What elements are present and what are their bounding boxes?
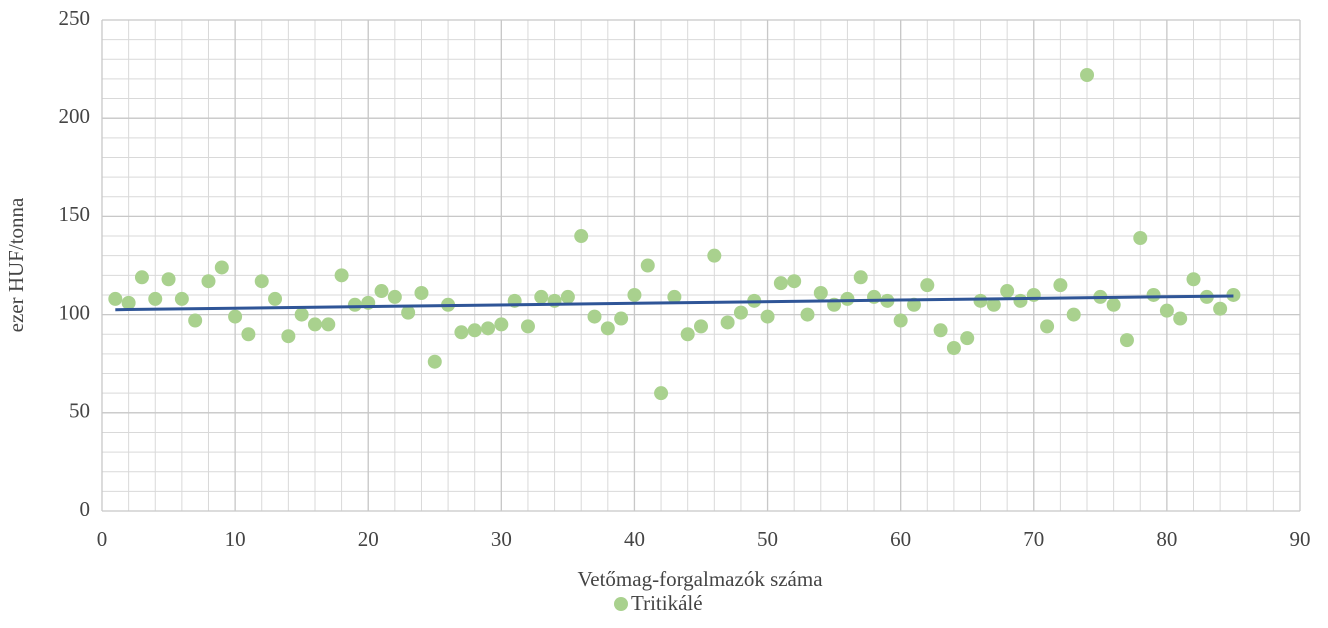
- point: [920, 278, 935, 293]
- y-tick-label: 200: [59, 104, 91, 128]
- point: [960, 331, 975, 346]
- point: [481, 321, 496, 336]
- point: [733, 305, 748, 320]
- point: [1133, 231, 1148, 246]
- point: [760, 309, 775, 324]
- point: [1053, 278, 1068, 293]
- x-tick-label: 60: [890, 527, 911, 551]
- x-axis-title: Vetőmag-forgalmazók száma: [577, 567, 823, 591]
- point: [108, 291, 123, 306]
- point: [600, 321, 615, 336]
- x-tick-label: 0: [97, 527, 108, 551]
- point: [148, 291, 163, 306]
- point: [347, 297, 362, 312]
- y-tick-label: 0: [80, 497, 91, 521]
- point: [454, 325, 469, 340]
- point: [134, 270, 149, 285]
- point: [973, 293, 988, 308]
- point: [800, 307, 815, 322]
- y-tick-label: 100: [59, 300, 91, 324]
- point: [1080, 67, 1095, 82]
- point: [281, 329, 296, 344]
- point: [627, 287, 642, 302]
- x-tick-label: 40: [624, 527, 645, 551]
- point: [467, 323, 482, 338]
- point: [387, 289, 402, 304]
- point: [374, 284, 389, 299]
- point: [1119, 333, 1134, 348]
- y-tick-label: 150: [59, 202, 91, 226]
- point: [427, 354, 442, 369]
- point: [1000, 284, 1015, 299]
- point: [334, 268, 349, 283]
- point: [121, 295, 136, 310]
- point: [294, 307, 309, 322]
- point: [401, 305, 416, 320]
- point: [161, 272, 176, 287]
- point: [201, 274, 216, 289]
- point: [1226, 287, 1241, 302]
- point: [694, 319, 708, 334]
- point: [813, 285, 828, 300]
- x-tick-label: 70: [1023, 527, 1044, 551]
- point: [1213, 301, 1228, 316]
- point: [321, 317, 336, 332]
- point: [228, 309, 243, 324]
- point: [1040, 319, 1055, 334]
- point: [1013, 293, 1028, 308]
- point: [1106, 297, 1121, 312]
- point: [534, 289, 549, 304]
- point: [214, 260, 229, 275]
- point: [1146, 287, 1161, 302]
- point: [188, 313, 203, 328]
- point: [1186, 272, 1201, 287]
- point: [654, 386, 669, 401]
- x-tick-label: 30: [491, 527, 512, 551]
- point: [986, 297, 1001, 312]
- point: [787, 274, 802, 289]
- x-tick-label: 80: [1156, 527, 1177, 551]
- point: [574, 229, 589, 244]
- legend-label: Tritikálé: [631, 591, 703, 615]
- point: [560, 289, 575, 304]
- x-tick-label: 90: [1290, 527, 1311, 551]
- x-tick-label: 10: [225, 527, 246, 551]
- point: [680, 327, 695, 342]
- point: [773, 276, 788, 291]
- point: [414, 285, 429, 300]
- point: [174, 291, 189, 306]
- point: [268, 291, 283, 306]
- point: [254, 274, 269, 289]
- point: [1173, 311, 1188, 326]
- point: [667, 289, 682, 304]
- point: [1159, 303, 1174, 318]
- point: [1066, 307, 1081, 322]
- point: [707, 248, 722, 263]
- y-tick-label: 250: [59, 6, 91, 30]
- point: [241, 327, 256, 342]
- x-tick-label: 20: [358, 527, 379, 551]
- point: [853, 270, 868, 285]
- x-tick-label: 50: [757, 527, 778, 551]
- point: [720, 315, 735, 330]
- point: [640, 258, 655, 273]
- y-axis-title: ezer HUF/tonna: [4, 197, 28, 332]
- point: [614, 311, 629, 326]
- point: [840, 291, 855, 306]
- trend-line: [115, 294, 1234, 312]
- legend-marker: [614, 597, 628, 611]
- point: [587, 309, 602, 324]
- point: [933, 323, 948, 338]
- y-tick-label: 50: [69, 399, 90, 423]
- point: [946, 340, 961, 355]
- point: [893, 313, 908, 328]
- point: [520, 319, 535, 334]
- point: [307, 317, 322, 332]
- point: [494, 317, 509, 332]
